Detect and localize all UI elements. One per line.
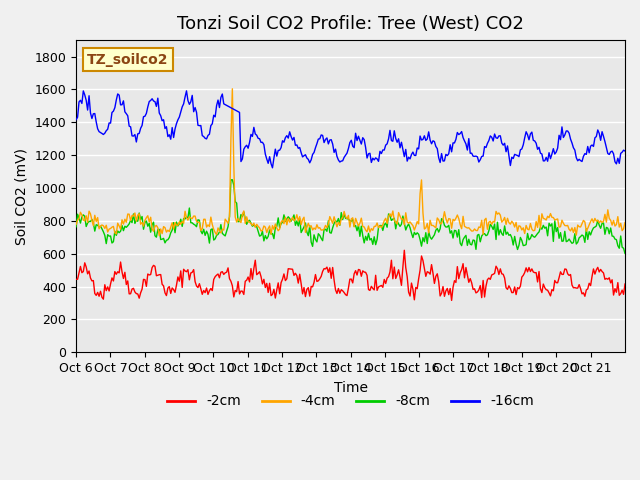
Text: TZ_soilco2: TZ_soilco2 — [87, 53, 168, 67]
Y-axis label: Soil CO2 (mV): Soil CO2 (mV) — [15, 148, 29, 245]
X-axis label: Time: Time — [333, 381, 367, 395]
Legend: -2cm, -4cm, -8cm, -16cm: -2cm, -4cm, -8cm, -16cm — [162, 389, 540, 414]
Title: Tonzi Soil CO2 Profile: Tree (West) CO2: Tonzi Soil CO2 Profile: Tree (West) CO2 — [177, 15, 524, 33]
